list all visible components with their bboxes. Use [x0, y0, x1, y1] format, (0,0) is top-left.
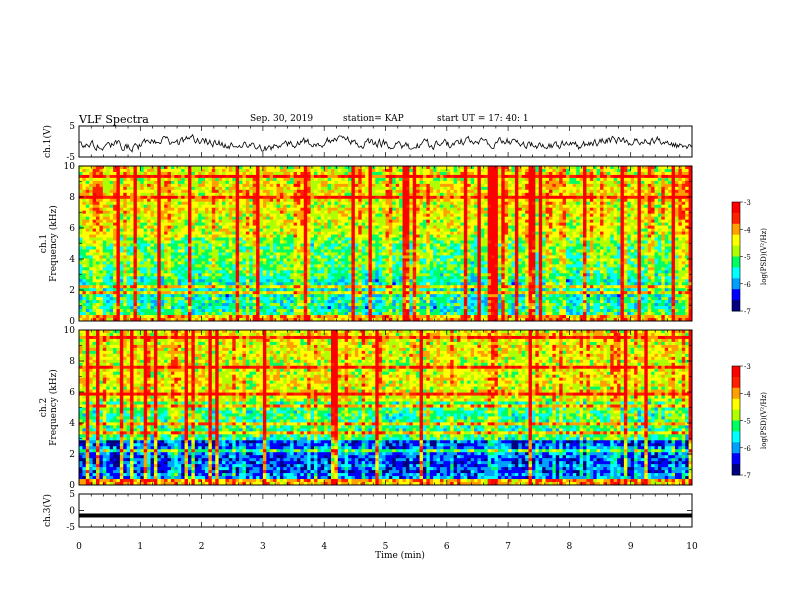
xtick-label: 2 [199, 542, 205, 552]
ch2-spectrogram-colorbar-tick-label: -4 [744, 390, 751, 398]
ch2-spectrogram-colorbar-tick-label: -7 [744, 472, 751, 480]
ch1-spectrogram-ytick-label: 8 [69, 193, 75, 203]
ch2-spectrogram-colorbar-tick-label: -6 [744, 445, 751, 453]
ch2-spectrogram-ylabel-frequency: Frequency (kHz) [48, 369, 59, 446]
ch2-spectrogram-colorbar-label: log(PSD)(V²/Hz) [760, 392, 768, 449]
ch2-spectrogram-ytick-label: 4 [69, 419, 75, 429]
xtick-label: 10 [686, 542, 698, 552]
xtick-label: 7 [505, 542, 511, 552]
ch2-spectrogram [79, 330, 692, 485]
ch2-spectrogram-colorbar-tick-label: -3 [744, 363, 751, 371]
xtick-label: 3 [260, 542, 266, 552]
ch3-waveform-ytick-label: 0 [69, 507, 75, 517]
xtick-label: 0 [76, 542, 82, 552]
ch1-waveform-line [79, 135, 692, 152]
ch1-spectrogram-colorbar-label: log(PSD)(V²/Hz) [760, 228, 768, 285]
xtick-label: 6 [444, 542, 450, 552]
ch2-spectrogram-colorbar-tick-label: -5 [744, 418, 751, 426]
ch3-waveform-ylabel: ch.3(V) [42, 494, 53, 527]
xtick-label: 1 [137, 542, 143, 552]
ch1-spectrogram-colorbar-tick-label: -5 [744, 254, 751, 262]
ch1-waveform-ylabel: ch.1(V) [42, 125, 53, 158]
ch1-spectrogram-ylabel-frequency: Frequency (kHz) [48, 205, 59, 282]
ch1-spectrogram-colorbar-tick-label: -4 [744, 226, 751, 234]
ch2-spectrogram-ytick-label: 6 [69, 388, 75, 398]
ch2-spectrogram-ylabel-channel: ch.2 [39, 398, 49, 417]
ch1-spectrogram-ytick-label: 2 [69, 286, 75, 296]
ch2-spectrogram-colorbar: -3 -4 -5 -6 -7 log(PSD)(V²/Hz) [732, 363, 768, 480]
ch1-waveform-ytick-label: 5 [69, 122, 75, 132]
ch1-spectrogram-ytick-label: 6 [69, 224, 75, 234]
ch3-waveform-ytick-label: -5 [66, 523, 75, 533]
xtick-label: 9 [628, 542, 634, 552]
x-axis-label: Time (min) [375, 550, 425, 561]
xtick-label: 4 [321, 542, 327, 552]
ch1-spectrogram-colorbar: -3 -4 -5 -6 -7 log(PSD)(V²/Hz) [732, 199, 768, 316]
ch2-spectrogram-ytick-label: 8 [69, 357, 75, 367]
ch1-spectrogram [79, 166, 692, 321]
xtick-label: 8 [567, 542, 573, 552]
ch1-spectrogram-colorbar-tick-label: -7 [744, 308, 751, 316]
ch1-spectrogram-colorbar-tick-label: -6 [744, 281, 751, 289]
ch1-spectrogram-colorbar-tick-label: -3 [744, 199, 751, 207]
ch1-spectrogram-ytick-label: 4 [69, 255, 75, 265]
ch1-spectrogram-ytick-label: 10 [64, 162, 76, 172]
ch1-spectrogram-ylabel-channel: ch.1 [39, 234, 49, 253]
ch2-spectrogram-ytick-label: 2 [69, 450, 75, 460]
ch2-spectrogram-ytick-label: 10 [64, 326, 76, 336]
ch3-waveform-ytick-label: 5 [69, 490, 75, 500]
